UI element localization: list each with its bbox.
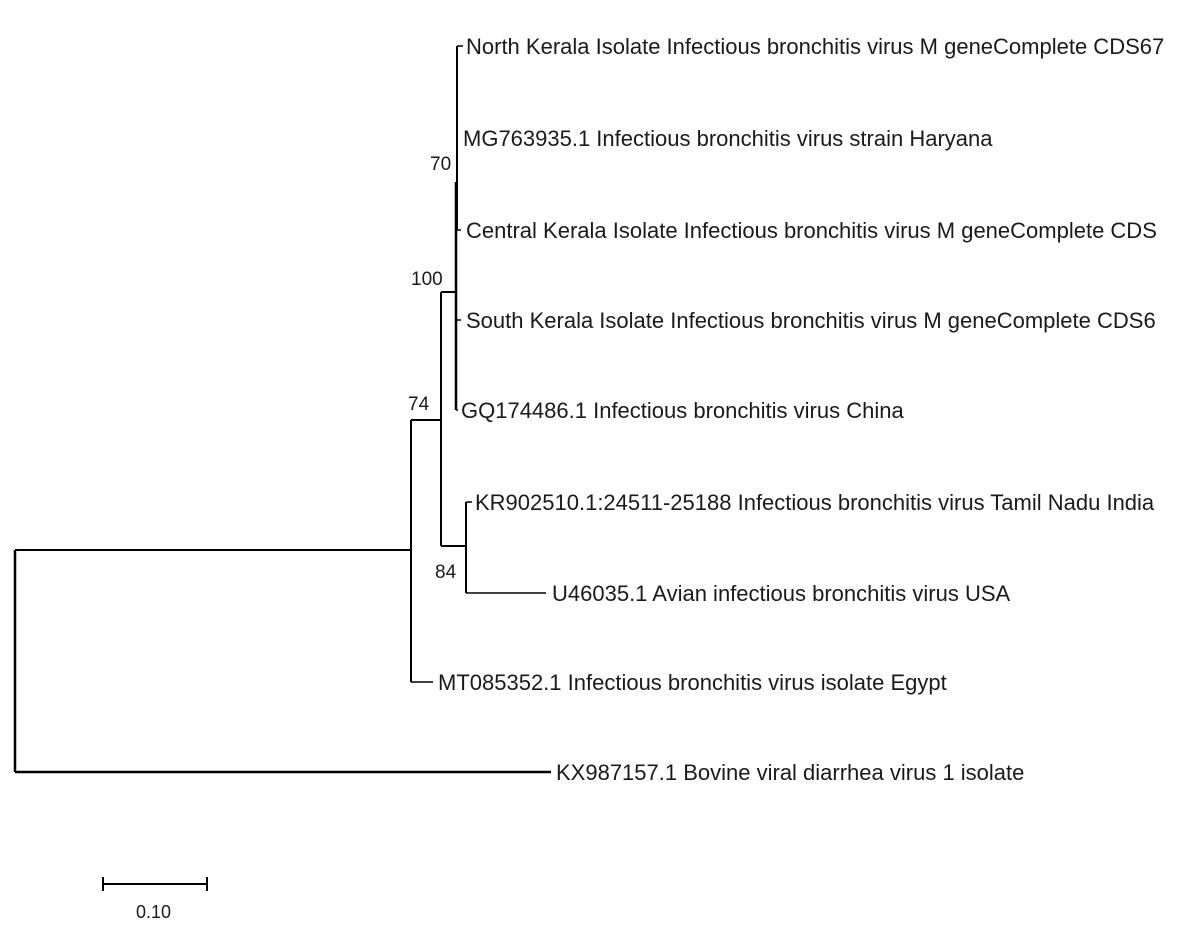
leaf-label-tamil-nadu: KR902510.1:24511-25188 Infectious bronch… xyxy=(475,490,1155,515)
leaf-label-china: GQ174486.1 Infectious bronchitis virus C… xyxy=(461,398,904,423)
bootstrap-values: 70 100 74 84 xyxy=(408,154,457,583)
leaf-label-egypt: MT085352.1 Infectious bronchitis virus i… xyxy=(438,670,947,695)
bootstrap-84: 84 xyxy=(435,562,457,583)
tree-branches xyxy=(13,45,551,774)
leaf-label-north-kerala: North Kerala Isolate Infectious bronchit… xyxy=(466,34,1164,59)
leaf-label-bovine: KX987157.1 Bovine viral diarrhea virus 1… xyxy=(556,760,1024,785)
leaf-label-central-kerala: Central Kerala Isolate Infectious bronch… xyxy=(466,218,1157,243)
bootstrap-70: 70 xyxy=(430,154,451,175)
scale-bar: 0.10 xyxy=(102,877,208,922)
leaf-label-usa: U46035.1 Avian infectious bronchitis vir… xyxy=(552,581,1011,606)
leaf-label-haryana: MG763935.1 Infectious bronchitis virus s… xyxy=(463,126,993,151)
leaf-labels: North Kerala Isolate Infectious bronchit… xyxy=(438,34,1164,785)
leaf-label-south-kerala: South Kerala Isolate Infectious bronchit… xyxy=(466,308,1156,333)
bootstrap-100: 100 xyxy=(411,269,443,290)
scale-bar-label: 0.10 xyxy=(136,902,171,922)
bootstrap-74: 74 xyxy=(408,394,430,415)
